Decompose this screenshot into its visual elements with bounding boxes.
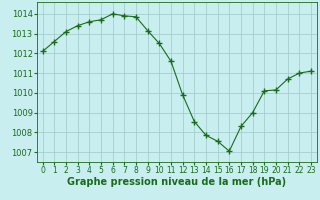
X-axis label: Graphe pression niveau de la mer (hPa): Graphe pression niveau de la mer (hPa) xyxy=(67,177,286,187)
